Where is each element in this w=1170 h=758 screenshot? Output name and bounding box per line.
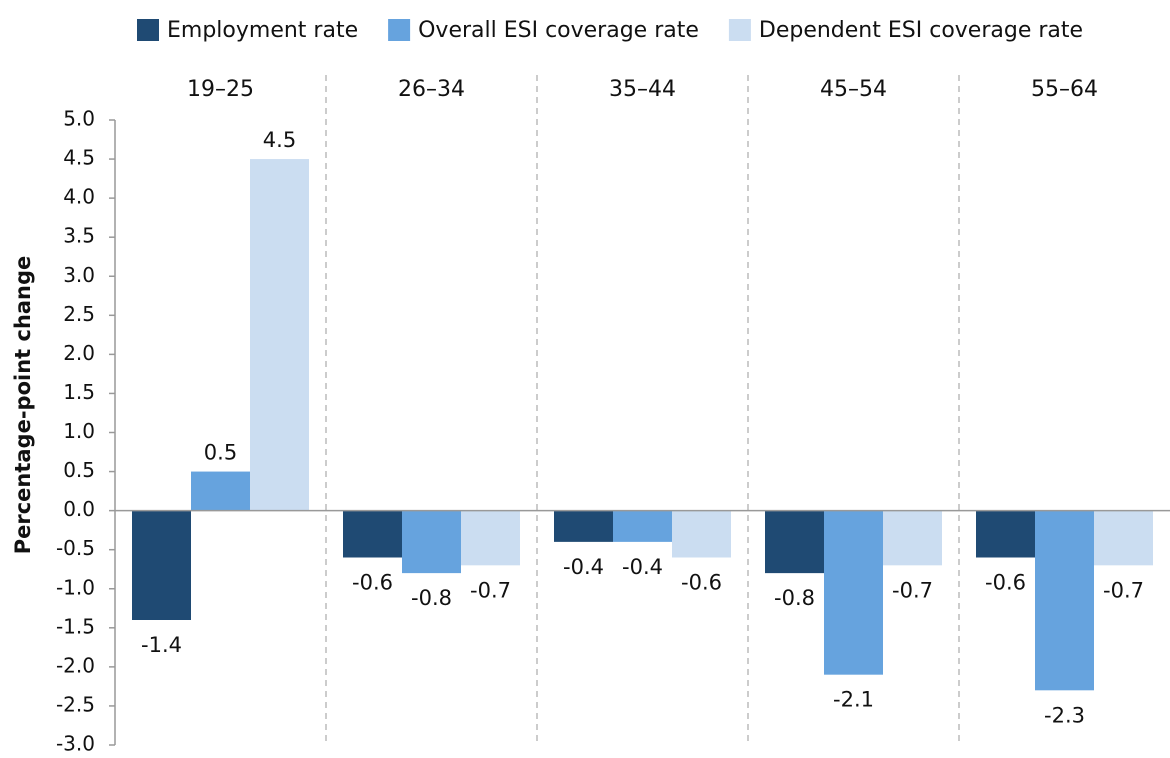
data-label: -2.3 (1044, 703, 1085, 727)
y-tick-label: -2.0 (56, 653, 95, 677)
y-tick-label: 1.5 (63, 380, 95, 404)
bar (976, 510, 1035, 558)
legend-swatch (137, 19, 159, 41)
y-tick-label: 4.0 (63, 185, 95, 209)
category-label: 19–25 (187, 77, 254, 102)
bar (1035, 510, 1094, 691)
y-tick-label: 3.5 (63, 224, 95, 248)
legend-label: Employment rate (167, 18, 358, 43)
legend-label: Dependent ESI coverage rate (759, 18, 1083, 43)
data-label: -1.4 (141, 633, 182, 657)
y-tick-label: 4.5 (63, 146, 95, 170)
category-label: 45–54 (820, 77, 887, 102)
data-label: 4.5 (263, 128, 296, 152)
legend-label: Overall ESI coverage rate (418, 18, 699, 43)
data-label: -0.7 (892, 578, 933, 602)
bar (554, 510, 613, 542)
y-tick-label: 3.0 (63, 263, 95, 287)
bar (461, 510, 520, 566)
y-tick-label: 5.0 (63, 107, 95, 131)
data-label: -0.6 (352, 571, 393, 595)
y-tick-label: -2.5 (56, 692, 95, 716)
data-label: -0.4 (563, 555, 604, 579)
y-tick-label: 0.5 (63, 458, 95, 482)
bar (132, 510, 191, 620)
bar (765, 510, 824, 574)
data-label: -2.1 (833, 688, 874, 712)
category-label: 26–34 (398, 77, 465, 102)
y-tick-label: -3.0 (56, 732, 95, 756)
legend-swatch (728, 19, 751, 41)
category-label: 55–64 (1031, 77, 1098, 102)
data-label: -0.7 (470, 578, 511, 602)
y-tick-label: -1.0 (56, 575, 95, 599)
y-tick-label: 1.0 (63, 419, 95, 443)
data-label: -0.6 (681, 571, 722, 595)
bar (824, 510, 883, 675)
data-label: -0.8 (411, 586, 452, 610)
bar (343, 510, 402, 558)
y-tick-label: 0.0 (63, 497, 95, 521)
y-tick-label: 2.5 (63, 302, 95, 326)
data-label: 0.5 (204, 441, 237, 465)
data-label: -0.7 (1103, 578, 1144, 602)
bar (191, 471, 250, 511)
data-label: -0.4 (622, 555, 663, 579)
y-tick-label: -0.5 (56, 536, 95, 560)
data-label: -0.6 (985, 571, 1026, 595)
bar (613, 510, 672, 542)
y-tick-label: 2.0 (63, 341, 95, 365)
bar (1094, 510, 1153, 566)
bar (250, 159, 309, 511)
y-tick-label: -1.5 (56, 614, 95, 638)
bar (672, 510, 731, 558)
legend-swatch (388, 19, 411, 41)
data-label: -0.8 (774, 586, 815, 610)
y-axis-label: Percentage-point change (11, 256, 35, 555)
bar (883, 510, 942, 566)
category-label: 35–44 (609, 77, 676, 102)
bar (402, 510, 461, 574)
